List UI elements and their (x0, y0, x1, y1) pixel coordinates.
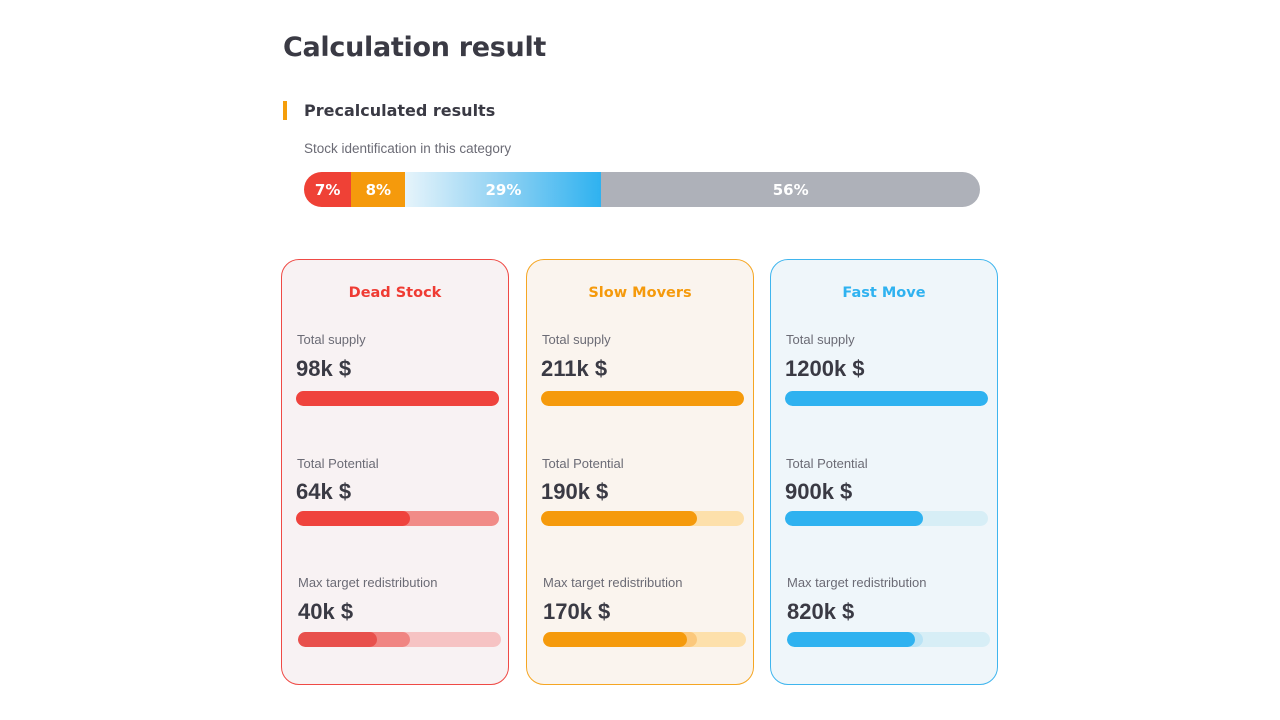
max-target-redistribution-label: Max target redistribution (543, 575, 683, 590)
total-potential-value: 190k $ (541, 479, 609, 504)
total-supply-bar-fill (296, 391, 499, 406)
distribution-segment-slow-movers: 8% (351, 172, 406, 207)
section-title: Precalculated results (304, 101, 496, 120)
total-potential-bar-fill (296, 511, 410, 526)
total-potential-bar (541, 511, 744, 526)
total-supply-bar-fill (785, 391, 988, 406)
total-supply-label: Total supply (542, 332, 611, 347)
max-target-redistribution-bar-fill (543, 632, 688, 647)
total-supply-bar (296, 391, 499, 406)
max-target-redistribution-bar-fill (787, 632, 915, 647)
max-target-redistribution-bar (787, 632, 990, 647)
max-target-redistribution-label: Max target redistribution (298, 575, 438, 590)
card-title: Fast Move (842, 285, 926, 301)
page-title: Calculation result (283, 32, 547, 63)
total-supply-bar (785, 391, 988, 406)
total-potential-bar-fill (785, 511, 924, 526)
slow-movers-card: Slow Movers Total supply 211k $ Total Po… (526, 259, 754, 685)
card-title: Dead Stock (348, 285, 442, 301)
total-potential-value: 900k $ (785, 479, 853, 504)
stock-distribution-bar: 7% 8% 29% 56% (304, 172, 980, 207)
max-target-redistribution-value: 170k $ (543, 599, 611, 624)
total-supply-label: Total supply (786, 332, 855, 347)
fast-move-card: Fast Move Total supply 1200k $ Total Pot… (770, 259, 998, 685)
total-potential-bar-fill (541, 511, 698, 526)
max-target-redistribution-bar (543, 632, 746, 647)
max-target-redistribution-label: Max target redistribution (787, 575, 927, 590)
total-supply-label: Total supply (297, 332, 366, 347)
total-potential-value: 64k $ (296, 479, 352, 504)
total-supply-bar-fill (541, 391, 744, 406)
distribution-segment-other: 56% (601, 172, 980, 207)
total-potential-bar (296, 511, 499, 526)
section-subtitle: Stock identification in this category (304, 141, 512, 156)
section-accent-bar (283, 101, 287, 120)
total-supply-value: 98k $ (296, 356, 352, 381)
dead-stock-card: Dead Stock Total supply 98k $ Total Pote… (281, 259, 509, 685)
total-supply-bar (541, 391, 744, 406)
total-supply-value: 211k $ (541, 356, 608, 381)
max-target-redistribution-value: 40k $ (298, 599, 354, 624)
total-potential-label: Total Potential (786, 456, 868, 471)
total-potential-label: Total Potential (542, 456, 624, 471)
total-potential-label: Total Potential (297, 456, 379, 471)
total-potential-bar (785, 511, 988, 526)
distribution-segment-dead-stock: 7% (304, 172, 352, 207)
distribution-segment-fast-move: 29% (405, 172, 602, 207)
max-target-redistribution-value: 820k $ (787, 599, 855, 624)
card-title: Slow Movers (588, 285, 692, 301)
max-target-redistribution-bar-fill (298, 632, 378, 647)
total-supply-value: 1200k $ (785, 356, 865, 381)
max-target-redistribution-bar (298, 632, 501, 647)
